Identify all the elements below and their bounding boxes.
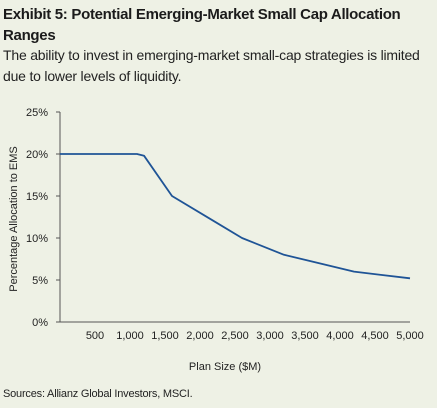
x-tick-label: 1,500 <box>151 330 179 342</box>
page-subtitle: The ability to invest in emerging-market… <box>3 47 420 84</box>
y-tick-label: 15% <box>26 191 48 203</box>
y-tick-label: 0% <box>32 317 48 329</box>
x-tick-label: 3,000 <box>256 330 284 342</box>
series-line <box>60 153 411 280</box>
y-axis-label: Percentage Allocation to EMS <box>8 146 20 292</box>
x-tick-label: 4,500 <box>361 330 389 342</box>
y-tick-label: 10% <box>26 233 48 245</box>
x-axis-label: Plan Size ($M) <box>189 361 261 373</box>
y-tick-label: 5% <box>32 275 48 287</box>
chart-canvas: 0% 5% 10% 15% 20% 25% 500 1,000 1,500 2,000 2,500 3… <box>8 107 424 373</box>
x-tick-label: 1,000 <box>116 330 144 342</box>
x-tick-label: 2,500 <box>221 330 249 342</box>
x-tick-label: 2,000 <box>186 330 214 342</box>
x-tick-label: 500 <box>86 330 104 342</box>
page-title: Exhibit 5: Potential Emerging-Market Sma… <box>3 6 401 44</box>
y-tick-label: 20% <box>26 149 48 161</box>
x-tick-label: 5,000 <box>396 330 424 342</box>
line-chart: 0% 5% 10% 15% 20% 25% 500 1,000 1,500 2,000 2,500 3… <box>0 96 437 386</box>
x-tick-label: 3,500 <box>291 330 319 342</box>
x-tick-label: 4,000 <box>326 330 354 342</box>
source-note: Sources: Allianz Global Investors, MSCI. <box>3 388 193 400</box>
y-tick-label: 25% <box>26 107 48 119</box>
